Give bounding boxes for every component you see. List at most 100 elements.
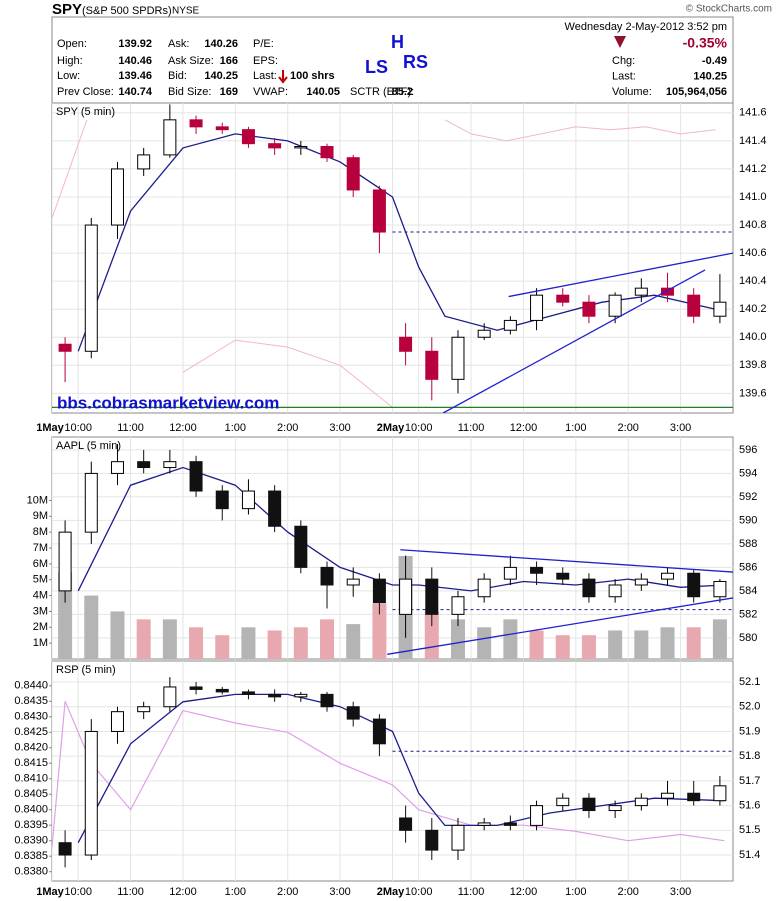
x-tick-label: 11:00 [117, 422, 144, 434]
field-label: Chg: [612, 55, 635, 67]
candle-body [320, 566, 334, 586]
y-tick-label: 140.0 [739, 331, 767, 343]
volume-bar [555, 635, 570, 659]
volume-bar [58, 571, 73, 659]
field-value: 166 [220, 55, 238, 67]
y-tick-label: 141.4 [739, 135, 767, 147]
volume-bar [136, 619, 151, 659]
x-tick-label: 12:00 [169, 422, 197, 434]
candle-body [137, 461, 151, 469]
y-tick-label: 140.4 [739, 275, 767, 287]
candle-body [425, 350, 439, 380]
trend-line [442, 269, 706, 413]
source: © StockCharts.com [686, 4, 772, 15]
x-tick-label: 2:00 [618, 886, 639, 898]
candle-body [713, 785, 727, 802]
candle-body [372, 189, 386, 233]
candle-body [137, 706, 151, 713]
x-tick-label: 2:00 [618, 422, 639, 434]
field-value: 140.26 [204, 38, 238, 50]
y2-tick-label: 0.8390 [14, 835, 48, 847]
x-tick-label: 11:00 [458, 422, 485, 434]
candle-body [110, 168, 124, 226]
candle-body [687, 294, 701, 317]
trend-line [387, 597, 733, 655]
y2-tick-label: 0.8400 [14, 804, 48, 816]
candle-body [425, 578, 439, 615]
candle-body [634, 797, 648, 807]
y2-tick-label: 6M [33, 558, 48, 570]
field-label: Bid: [168, 70, 187, 82]
field-label: Ask: [168, 38, 189, 50]
y-tick-label: 592 [739, 491, 757, 503]
y2-tick-label: 0.8415 [14, 757, 48, 769]
field-value: 140.05 [306, 86, 340, 98]
candle-body [372, 718, 386, 745]
y2-tick-label: 10M [27, 494, 48, 506]
band-line [182, 339, 393, 408]
field-label: Volume: [612, 86, 652, 98]
candle-body [294, 145, 308, 149]
candle-body [556, 294, 570, 303]
y2-tick-label: 1M [33, 637, 48, 649]
ratio-line [52, 701, 725, 847]
candle-body [582, 301, 596, 317]
field-value: 140.25 [204, 70, 238, 82]
down-arrow [278, 70, 288, 84]
panel-title: RSP (5 min) [56, 664, 116, 676]
panel-title: AAPL (5 min) [56, 440, 121, 452]
candle-body [608, 294, 622, 317]
x-tick-label: 12:00 [510, 422, 538, 434]
volume-bar [450, 619, 465, 659]
candle-body [477, 822, 491, 826]
y-tick-label: 51.4 [739, 849, 760, 861]
y-tick-label: 140.2 [739, 303, 767, 315]
candle-body [503, 319, 517, 331]
candle-body [215, 126, 229, 131]
y2-tick-label: 0.8380 [14, 866, 48, 878]
pattern-label: LS [365, 57, 388, 77]
candle-body [189, 461, 203, 492]
y-tick-label: 590 [739, 514, 757, 526]
field-label: P/E: [253, 38, 274, 50]
candle-body [346, 157, 360, 191]
symbol: SPY [52, 1, 82, 18]
y-tick-label: 594 [739, 467, 757, 479]
field-label: Last: [612, 70, 636, 82]
y2-tick-label: 5M [33, 574, 48, 586]
y-tick-label: 582 [739, 608, 757, 620]
quote-box [51, 16, 734, 104]
field-value: 85.2 [392, 86, 413, 98]
candle-body [608, 805, 622, 812]
candle-body [241, 129, 255, 145]
x-tick-label: 3:00 [329, 422, 350, 434]
candle-body [268, 490, 282, 527]
candle-body [215, 490, 229, 510]
field-label: High: [57, 55, 83, 67]
x-tick-label: 2May [377, 886, 405, 898]
candle-body [215, 688, 229, 693]
candle-body [58, 343, 72, 352]
x-tick-label: 1:00 [565, 422, 586, 434]
volume-bar [215, 635, 230, 659]
y2-tick-label: 9M [33, 510, 48, 522]
field-value: 140.74 [118, 86, 153, 98]
y2-tick-label: 2M [33, 621, 48, 633]
volume-bar [110, 611, 125, 659]
pattern-label: RS [403, 52, 428, 72]
volume-bar [267, 630, 282, 659]
field-value: 100 shrs [290, 70, 335, 82]
candle-body [661, 287, 675, 296]
y2-tick-label: 0.8435 [14, 695, 48, 707]
candle-body [399, 336, 413, 352]
field-label: VWAP: [253, 86, 288, 98]
volume-bar [293, 627, 308, 659]
candle-body [399, 578, 413, 615]
y2-tick-label: 3M [33, 605, 48, 617]
field-label: Last: [253, 70, 277, 82]
panel-title: SPY (5 min) [56, 106, 115, 118]
y2-tick-label: 0.8425 [14, 726, 48, 738]
candle-body [503, 566, 517, 580]
candle-body [530, 566, 544, 574]
y-tick-label: 586 [739, 561, 757, 573]
